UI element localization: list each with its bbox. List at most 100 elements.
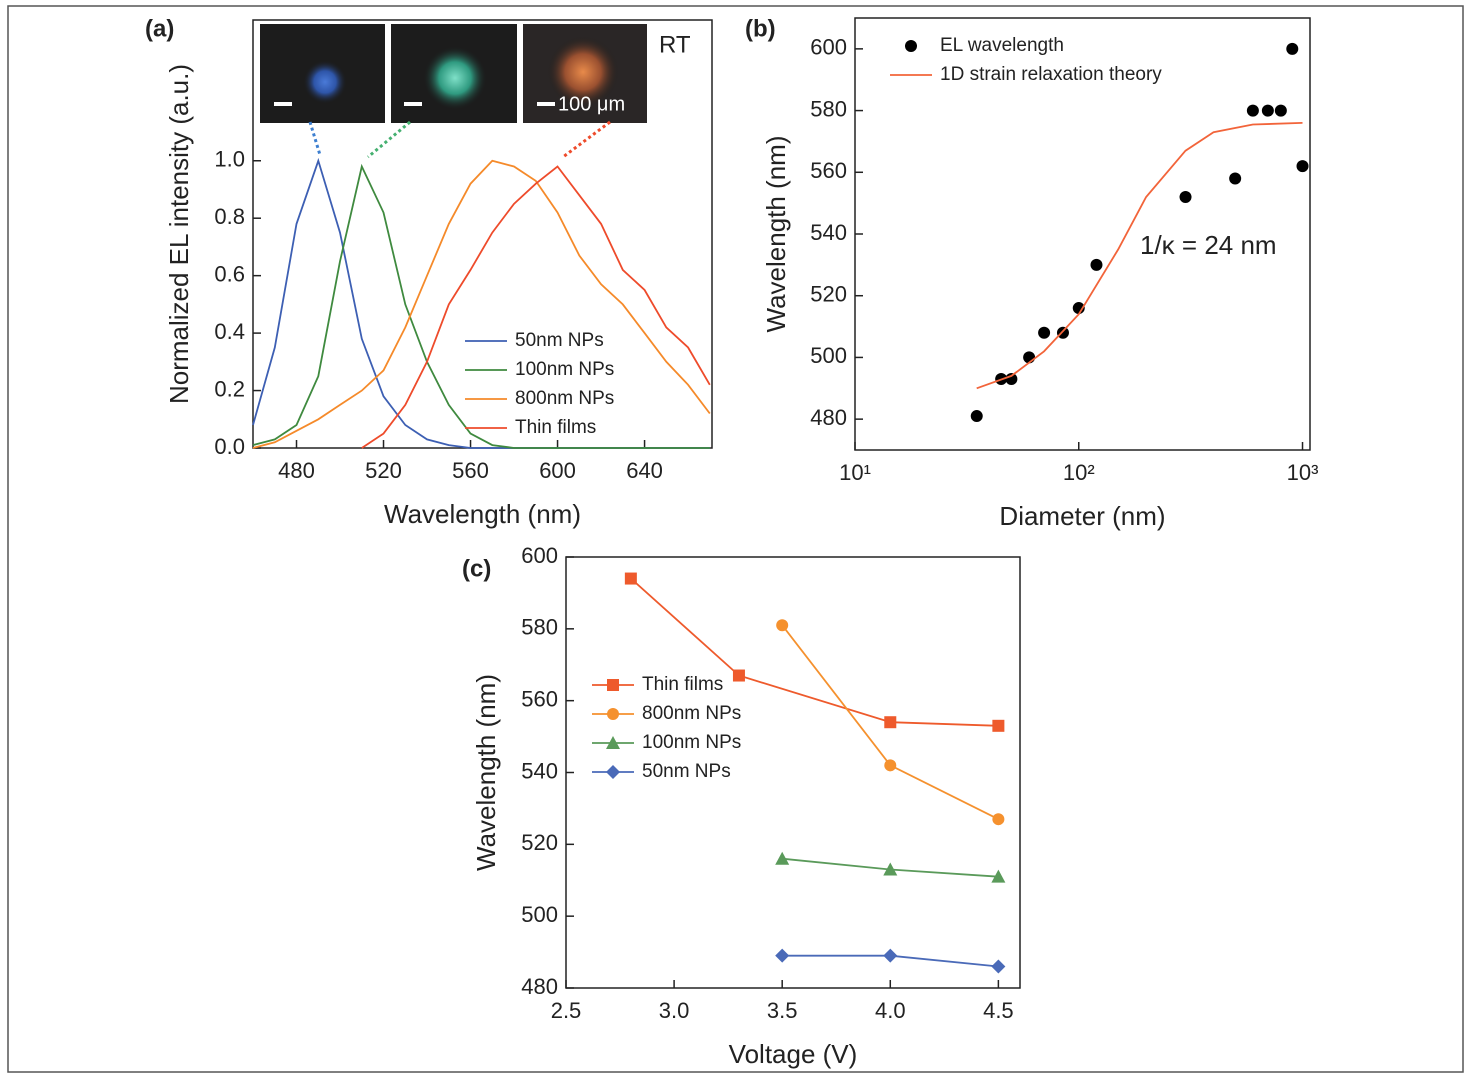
x-tick-label: 4.5 xyxy=(983,998,1014,1023)
insets: 100 μm RT xyxy=(260,24,691,159)
y-tick-label: 0.0 xyxy=(214,434,245,459)
y-tick-label: 0.4 xyxy=(214,319,245,344)
legend-marker xyxy=(606,765,620,779)
x-tick-label: 480 xyxy=(278,458,315,483)
frame xyxy=(7,5,1464,1073)
y-tick-label: 600 xyxy=(521,543,558,568)
legend-label: Thin films xyxy=(642,674,723,695)
panel-label: (b) xyxy=(745,15,776,42)
y-tick-label: 0.6 xyxy=(214,261,245,286)
marker xyxy=(1274,104,1287,117)
legend-label: Thin films xyxy=(515,417,596,438)
y-tick-label: 480 xyxy=(810,405,847,430)
condition-label: RT xyxy=(659,31,691,58)
marker xyxy=(1056,326,1069,339)
inset-spot xyxy=(303,60,347,104)
inset-spot xyxy=(547,36,619,108)
x-tick-label: 600 xyxy=(539,458,576,483)
marker xyxy=(1229,172,1242,185)
marker xyxy=(883,862,898,876)
legend-marker xyxy=(607,708,619,720)
marker xyxy=(1296,160,1309,173)
y-tick-label: 560 xyxy=(521,686,558,711)
x-tick-label: 10¹ xyxy=(839,460,871,485)
marker xyxy=(884,759,897,772)
legend-label: 100nm NPs xyxy=(642,732,741,753)
y-tick-label: 500 xyxy=(521,902,558,927)
marker xyxy=(1246,104,1259,117)
y-tick-label: 1.0 xyxy=(214,147,245,172)
y-tick-label: 0.8 xyxy=(214,204,245,229)
y-tick-label: 520 xyxy=(810,282,847,307)
marker xyxy=(1179,190,1192,203)
y-tick-label: 500 xyxy=(810,343,847,368)
series-line xyxy=(252,157,710,449)
inset-spot xyxy=(423,46,487,110)
annotation: 1/κ = 24 nm xyxy=(1140,230,1277,260)
y-axis-title: Wavelength (nm) xyxy=(471,674,501,871)
series-line xyxy=(252,163,710,449)
marker xyxy=(775,851,790,865)
x-axis-title: Voltage (V) xyxy=(729,1039,858,1069)
x-tick-label: 520 xyxy=(365,458,402,483)
x-tick-label: 4.0 xyxy=(875,998,906,1023)
marker xyxy=(1261,104,1274,117)
scale-label: 100 μm xyxy=(558,93,625,115)
arrow xyxy=(367,120,411,159)
legend-label: 50nm NPs xyxy=(642,761,731,782)
marker xyxy=(991,959,1006,974)
x-axis-title: Wavelength (nm) xyxy=(384,499,581,529)
x-tick-label: 560 xyxy=(452,458,489,483)
x-axis-title: Diameter (nm) xyxy=(999,501,1165,531)
legend-marker xyxy=(606,736,620,749)
legend-label: 800nm NPs xyxy=(515,388,614,409)
marker xyxy=(1038,326,1051,339)
legend-marker xyxy=(607,679,619,691)
legend-label: 1D strain relaxation theory xyxy=(940,64,1162,85)
marker xyxy=(884,716,897,729)
y-axis-title: Wavelength (nm) xyxy=(761,136,791,333)
series-line xyxy=(252,159,711,449)
panel-label: (a) xyxy=(145,15,174,42)
legend-label: 800nm NPs xyxy=(642,703,741,724)
arrow xyxy=(562,120,611,159)
y-tick-label: 540 xyxy=(810,220,847,245)
marker xyxy=(624,572,637,585)
x-tick-label: 10² xyxy=(1063,460,1095,485)
y-tick-label: 0.2 xyxy=(214,376,245,401)
x-tick-label: 2.5 xyxy=(551,998,582,1023)
y-tick-label: 580 xyxy=(810,96,847,121)
series-line xyxy=(630,577,999,727)
series-line xyxy=(361,165,711,449)
x-tick-label: 3.5 xyxy=(767,998,798,1023)
marker xyxy=(991,869,1006,883)
x-tick-label: 3.0 xyxy=(659,998,690,1023)
marker xyxy=(732,669,745,682)
marker xyxy=(992,719,1005,732)
marker xyxy=(776,619,789,632)
panel-label: (c) xyxy=(462,555,491,582)
legend-label: 50nm NPs xyxy=(515,330,604,351)
legend-label: 100nm NPs xyxy=(515,359,614,380)
marker xyxy=(1090,258,1103,271)
y-tick-label: 580 xyxy=(521,615,558,640)
marker xyxy=(883,948,898,963)
marker xyxy=(775,948,790,963)
marker xyxy=(1286,42,1299,55)
legend-label: EL wavelength xyxy=(940,35,1064,56)
y-tick-label: 600 xyxy=(810,35,847,60)
y-tick-label: 540 xyxy=(521,758,558,783)
series-line xyxy=(976,122,1303,390)
y-axis-title: Normalized EL intensity (a.u.) xyxy=(164,64,194,404)
y-tick-label: 520 xyxy=(521,830,558,855)
marker xyxy=(992,813,1005,826)
x-tick-label: 10³ xyxy=(1287,460,1319,485)
marker xyxy=(970,410,983,423)
arrow xyxy=(308,121,322,156)
y-tick-label: 560 xyxy=(810,158,847,183)
legend-marker xyxy=(905,40,917,52)
x-tick-label: 640 xyxy=(626,458,663,483)
y-tick-label: 480 xyxy=(521,974,558,999)
